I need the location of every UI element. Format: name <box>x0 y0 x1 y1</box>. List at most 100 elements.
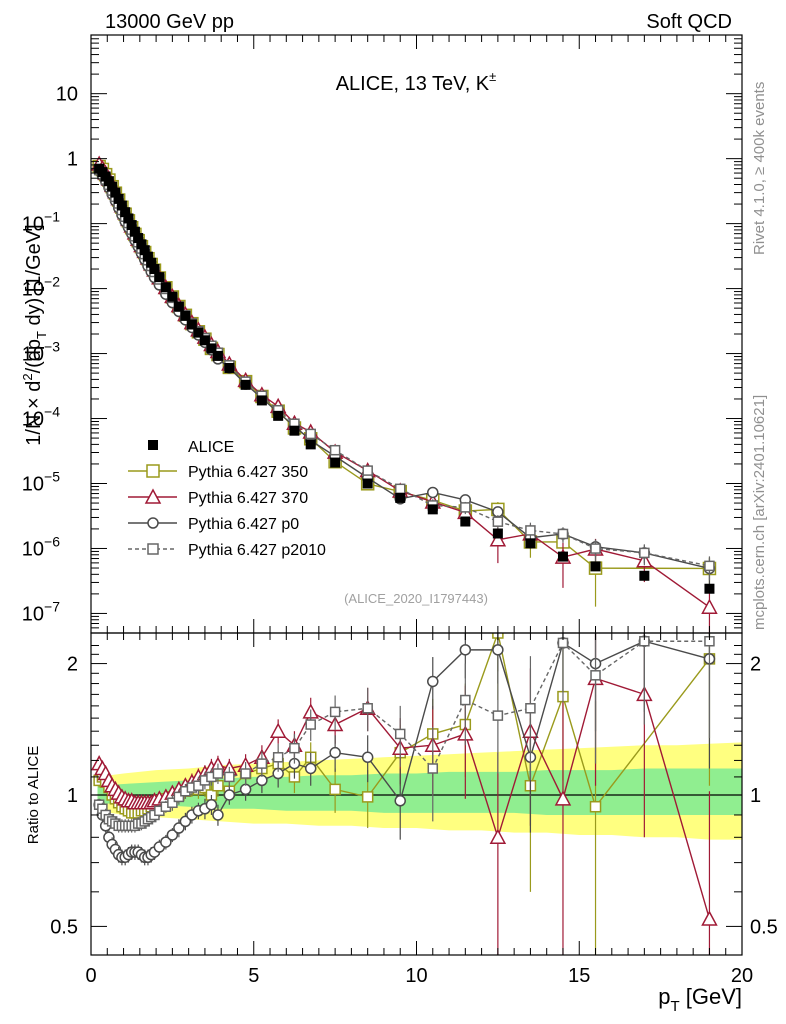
main-y-axis-label: 1/N × d2/(dpT dy) [1/GeV] <box>20 224 49 445</box>
main-y-tick-label: 10−4 <box>22 404 60 431</box>
alice-data-point <box>492 528 503 539</box>
ratio-point-p2010 <box>240 768 251 779</box>
ratio-point-p2010 <box>305 719 316 730</box>
ratio-y-tick-label: 1 <box>67 785 78 807</box>
x-tick-label: 0 <box>85 965 96 987</box>
ratio-y-tick-label: 2 <box>67 654 78 676</box>
ratio-y-tick-label-right: 1 <box>750 785 761 807</box>
main-point-p0 <box>427 486 439 499</box>
main-point-p2010 <box>394 483 406 495</box>
alice-data-point <box>427 504 438 515</box>
main-point-p2010 <box>362 465 373 476</box>
alice-data-point <box>590 561 601 572</box>
ratio-point-370 <box>269 722 287 738</box>
alice-data-point <box>139 245 150 256</box>
alice-data-point <box>199 335 210 346</box>
legend-marker-370 <box>144 488 162 504</box>
alice-data-point <box>256 395 267 406</box>
legend-entry-370: Pythia 6.427 370 <box>128 488 308 507</box>
alice-data-point <box>154 272 165 283</box>
ratio-point-p0 <box>212 809 224 821</box>
alice-data-point <box>212 350 223 361</box>
ratio-point-p2010 <box>460 694 471 706</box>
alice-data-point <box>142 251 153 262</box>
main-series-alice <box>94 163 715 594</box>
alice-data-point <box>123 213 134 224</box>
ratio-y-tick-label-right: 0.5 <box>750 916 778 938</box>
ratio-point-p0 <box>394 795 406 807</box>
legend-label-p0: Pythia 6.427 p0 <box>188 516 299 533</box>
main-point-p2010 <box>590 543 601 554</box>
legend-label-350: Pythia 6.427 350 <box>188 464 308 481</box>
ratio-point-p2010 <box>272 752 284 763</box>
alice-data-point <box>113 193 124 204</box>
main-line-350 <box>98 166 710 570</box>
main-y-tick-label: 10−5 <box>22 469 60 496</box>
alice-data-point <box>330 457 341 468</box>
main-y-tick-label: 10−2 <box>22 274 60 301</box>
main-y-tick-label: 1 <box>67 149 78 171</box>
alice-data-point <box>362 478 373 489</box>
ratio-point-p2010 <box>525 703 536 714</box>
x-tick-label: 10 <box>405 965 427 987</box>
header-right-label: Soft QCD <box>646 11 732 33</box>
legend-entry-p0: Pythia 6.427 p0 <box>128 516 299 533</box>
ratio-point-p2010 <box>193 780 204 791</box>
ratio-point-p2010 <box>329 706 341 718</box>
ratio-point-p2010 <box>492 710 504 721</box>
plot-title: ALICE, 13 TeV, K± <box>336 69 497 95</box>
alice-data-point <box>289 425 300 436</box>
alice-data-point <box>557 551 568 562</box>
ratio-point-p0 <box>205 798 218 811</box>
legend-marker-350 <box>146 464 160 478</box>
alice-data-point <box>136 239 147 250</box>
ratio-point-p2010 <box>173 791 185 803</box>
ratio-point-p0 <box>427 675 439 688</box>
main-series-370 <box>91 155 718 633</box>
x-tick-label: 15 <box>568 965 590 987</box>
ratio-y-axis-label: Ratio to ALICE <box>25 746 42 844</box>
ratio-point-p0 <box>239 783 252 796</box>
alice-data-point <box>186 319 197 330</box>
alice-data-point <box>116 200 127 211</box>
main-point-p2010 <box>639 547 650 559</box>
ratio-y-tick-label-right: 2 <box>750 654 761 676</box>
alice-data-point <box>107 181 118 192</box>
x-tick-label: 20 <box>731 965 753 987</box>
ratio-point-p2010 <box>394 728 406 740</box>
ratio-point-p0 <box>329 746 341 759</box>
x-axis-label: pT [GeV] <box>658 984 742 1015</box>
ratio-point-p0 <box>459 644 472 656</box>
alice-data-point <box>129 226 140 237</box>
alice-data-point <box>167 291 178 302</box>
alice-data-point <box>305 439 316 450</box>
legend-marker-p0 <box>147 517 159 529</box>
alice-data-point <box>639 570 650 581</box>
legend-entry-350: Pythia 6.427 350 <box>128 464 308 481</box>
alice-data-point <box>240 379 251 390</box>
main-y-tick-label: 10−7 <box>22 598 60 625</box>
main-y-tick-label: 10−6 <box>22 533 60 560</box>
alice-data-point <box>173 301 184 312</box>
ratio-point-p2010 <box>362 703 373 714</box>
ratio-point-p2010 <box>590 670 601 681</box>
ratio-point-p0 <box>492 644 504 656</box>
legend-label-370: Pythia 6.427 370 <box>188 490 308 507</box>
ratio-point-350 <box>329 783 341 796</box>
legend-entry-alice: ALICE <box>148 439 234 456</box>
rivet-version-label: Rivet 4.1.0, ≥ 400k events <box>751 82 768 255</box>
mcplots-label: mcplots.cern.ch [arXiv:2401.10621] <box>751 395 768 630</box>
legend-marker-alice <box>148 440 158 450</box>
ratio-y-tick-label: 0.5 <box>50 916 78 938</box>
alice-data-point <box>180 310 191 321</box>
ratio-point-370 <box>701 910 718 926</box>
ratio-point-370 <box>554 790 572 806</box>
legend-label-p2010: Pythia 6.427 p2010 <box>188 542 326 559</box>
main-line-p0 <box>98 169 710 570</box>
alice-data-point <box>110 187 121 198</box>
alice-data-point <box>395 492 406 503</box>
ratio-point-p0 <box>223 789 236 801</box>
ratio-point-p2010 <box>224 771 235 783</box>
alice-data-point <box>206 343 217 354</box>
ratio-point-p2010 <box>212 768 224 779</box>
